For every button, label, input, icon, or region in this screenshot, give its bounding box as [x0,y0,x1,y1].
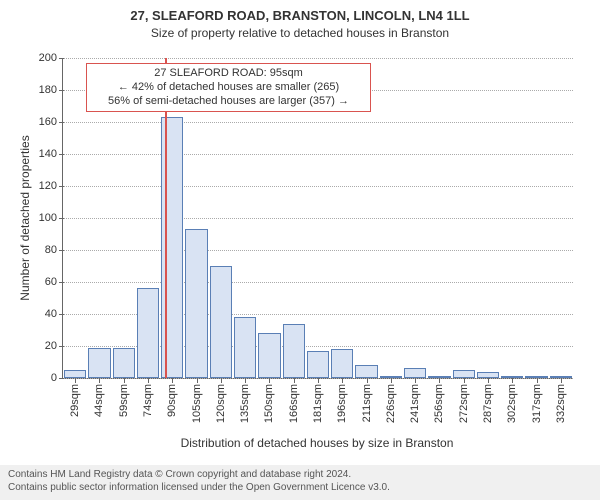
bar [307,351,329,378]
x-tick-label: 226sqm [385,378,397,423]
x-tick-label: 90sqm [166,378,178,417]
x-tick-label: 29sqm [69,378,81,417]
bar [234,317,256,378]
footer-line: Contains public sector information licen… [8,482,592,495]
gridline-h [63,154,573,155]
gridline-h [63,186,573,187]
x-tick-label: 150sqm [263,378,275,423]
bar [137,288,159,378]
gridline-h [63,58,573,59]
x-tick-label: 287sqm [482,378,494,423]
x-tick-label: 332sqm [555,378,567,423]
bar [88,348,110,378]
y-tick-label: 20 [45,340,63,352]
y-tick-label: 120 [39,180,63,192]
bar [210,266,232,378]
page-title: 27, SLEAFORD ROAD, BRANSTON, LINCOLN, LN… [0,8,600,23]
gridline-h [63,250,573,251]
y-tick-label: 200 [39,52,63,64]
x-tick-label: 120sqm [215,378,227,423]
bar [258,333,280,378]
bar [404,368,426,378]
bar [355,365,377,378]
y-tick-label: 160 [39,116,63,128]
bar [331,349,353,378]
y-tick-label: 60 [45,276,63,288]
attribution-footer: Contains HM Land Registry data © Crown c… [0,465,600,500]
x-tick-label: 256sqm [433,378,445,423]
x-axis-label: Distribution of detached houses by size … [62,436,572,450]
y-tick-label: 80 [45,244,63,256]
x-tick-label: 196sqm [336,378,348,423]
bar [453,370,475,378]
y-tick-label: 180 [39,84,63,96]
x-tick-label: 74sqm [142,378,154,417]
x-tick-label: 211sqm [361,378,373,422]
annotation-line: ← 42% of detached houses are smaller (26… [93,81,364,95]
x-tick-label: 302sqm [506,378,518,423]
gridline-h [63,218,573,219]
y-tick-label: 0 [51,372,63,384]
bar [113,348,135,378]
x-tick-label: 59sqm [118,378,130,417]
x-tick-label: 181sqm [312,378,324,423]
x-tick-label: 135sqm [239,378,251,423]
footer-line: Contains HM Land Registry data © Crown c… [8,469,592,482]
y-tick-label: 140 [39,148,63,160]
x-tick-label: 105sqm [191,378,203,423]
bar [283,324,305,378]
x-tick-label: 44sqm [93,378,105,417]
gridline-h [63,122,573,123]
annotation-line: 56% of semi-detached houses are larger (… [93,95,364,109]
annotation-line: 27 SLEAFORD ROAD: 95sqm [93,67,364,81]
x-tick-label: 241sqm [409,378,421,423]
x-tick-label: 272sqm [458,378,470,423]
x-tick-label: 317sqm [531,378,543,423]
y-tick-label: 100 [39,212,63,224]
page-subtitle: Size of property relative to detached ho… [0,26,600,40]
gridline-h [63,282,573,283]
bar [64,370,86,378]
annotation-box: 27 SLEAFORD ROAD: 95sqm← 42% of detached… [86,63,371,112]
y-tick-label: 40 [45,308,63,320]
bar [185,229,207,378]
y-axis-label: Number of detached properties [18,58,32,378]
x-tick-label: 166sqm [288,378,300,423]
